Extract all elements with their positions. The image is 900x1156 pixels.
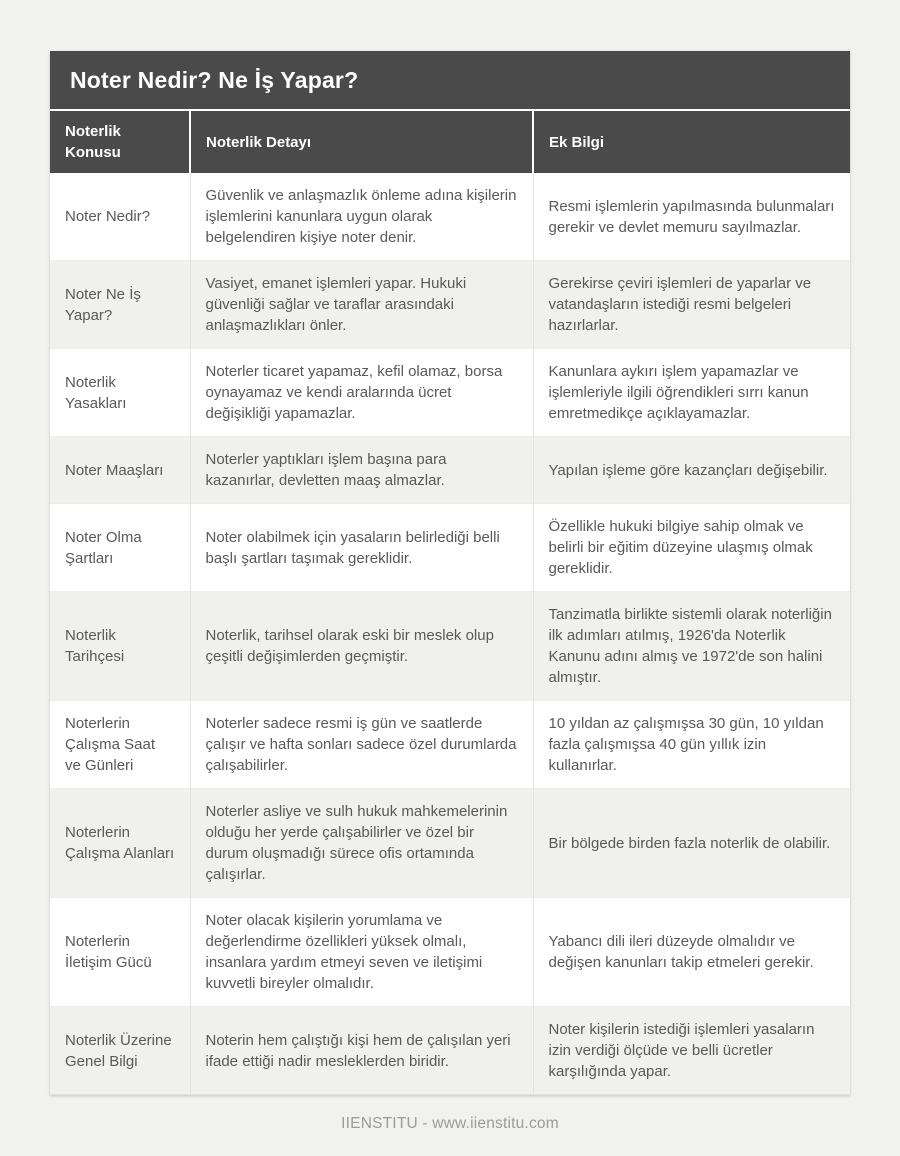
cell-detail: Noterler yaptıkları işlem başına para ka… xyxy=(189,436,533,504)
table-row: Noter Nedir? Güvenlik ve anlaşmazlık önle… xyxy=(50,173,850,261)
column-header-ek-bilgi: Ek Bilgi xyxy=(532,109,850,173)
cell-topic: Noter Maaşları xyxy=(50,436,190,504)
cell-detail: Noterler ticaret yapamaz, kefil olamaz, … xyxy=(189,348,533,437)
cell-extra: Gerekirse çeviri işlemleri de yaparlar v… xyxy=(532,260,850,349)
table-header-row: Noterlik Konusu Noterlik Detayı Ek Bilgi xyxy=(50,109,850,173)
table-header: Noterlik Konusu Noterlik Detayı Ek Bilgi xyxy=(50,109,850,173)
cell-topic: Noterlik Üzerine Genel Bilgi xyxy=(50,1006,190,1095)
table-row: Noter Ne İş Yapar? Vasiyet, emanet işleml… xyxy=(50,260,850,349)
cell-detail: Noterler asliye ve sulh hukuk mahkemeler… xyxy=(189,788,533,898)
cell-topic: Noterlerin Çalışma Saat ve Günleri xyxy=(50,700,190,789)
table-row: Noterlik Üzerine Genel Bilgi Noterin hem … xyxy=(50,1006,850,1095)
page-title: Noter Nedir? Ne İş Yapar? xyxy=(50,51,850,109)
notary-info-card: Noter Nedir? Ne İş Yapar? Noterlik Konus… xyxy=(50,51,850,1095)
cell-extra: Resmi işlemlerin yapılmasında bulunmalar… xyxy=(532,173,850,261)
cell-detail: Noterler sadece resmi iş gün ve saatlerd… xyxy=(189,700,533,789)
column-header-noterlik-detayi: Noterlik Detayı xyxy=(189,109,533,173)
table-row: Noter Olma Şartları Noter olabilmek için … xyxy=(50,503,850,592)
cell-topic: Noterlik Tarihçesi xyxy=(50,591,190,701)
cell-extra: Bir bölgede birden fazla noterlik de ola… xyxy=(532,788,850,898)
cell-topic: Noterlik Yasakları xyxy=(50,348,190,437)
table-row: Noterlerin Çalışma Alanları Noterler asli… xyxy=(50,788,850,898)
column-header-noterlik-konusu: Noterlik Konusu xyxy=(50,109,190,173)
notary-table: Noterlik Konusu Noterlik Detayı Ek Bilgi… xyxy=(50,109,850,1095)
cell-detail: Noter olacak kişilerin yorumlama ve değe… xyxy=(189,897,533,1007)
cell-detail: Noterin hem çalıştığı kişi hem de çalışı… xyxy=(189,1006,533,1095)
table-row: Noterlik Tarihçesi Noterlik, tarihsel ola… xyxy=(50,591,850,701)
cell-extra: Kanunlara aykırı işlem yapamazlar ve işl… xyxy=(532,348,850,437)
cell-extra: 10 yıldan az çalışmışsa 30 gün, 10 yılda… xyxy=(532,700,850,789)
cell-detail: Noterlik, tarihsel olarak eski bir mesle… xyxy=(189,591,533,701)
cell-extra: Yabancı dili ileri düzeyde olmalıdır ve … xyxy=(532,897,850,1007)
cell-detail: Noter olabilmek için yasaların belirledi… xyxy=(189,503,533,592)
cell-detail: Güvenlik ve anlaşmazlık önleme adına kiş… xyxy=(189,173,533,261)
table-body: Noter Nedir? Güvenlik ve anlaşmazlık önle… xyxy=(50,173,850,1095)
cell-extra: Tanzimatla birlikte sistemli olarak note… xyxy=(532,591,850,701)
table-row: Noterlerin Çalışma Saat ve Günleri Noterl… xyxy=(50,700,850,789)
cell-topic: Noter Nedir? xyxy=(50,173,190,261)
cell-topic: Noter Ne İş Yapar? xyxy=(50,260,190,349)
cell-topic: Noterlerin Çalışma Alanları xyxy=(50,788,190,898)
cell-topic: Noterlerin İletişim Gücü xyxy=(50,897,190,1007)
cell-detail: Vasiyet, emanet işlemleri yapar. Hukuki … xyxy=(189,260,533,349)
footer-credit: IIENSTITU - www.iienstitu.com xyxy=(341,1115,559,1132)
cell-extra: Noter kişilerin istediği işlemleri yasal… xyxy=(532,1006,850,1095)
cell-extra: Yapılan işleme göre kazançları değişebil… xyxy=(532,436,850,504)
table-row: Noterlerin İletişim Gücü Noter olacak kiş… xyxy=(50,897,850,1007)
table-row: Noterlik Yasakları Noterler ticaret yapam… xyxy=(50,348,850,437)
table-row: Noter Maaşları Noterler yaptıkları işlem … xyxy=(50,436,850,504)
cell-extra: Özellikle hukuki bilgiye sahip olmak ve … xyxy=(532,503,850,592)
cell-topic: Noter Olma Şartları xyxy=(50,503,190,592)
